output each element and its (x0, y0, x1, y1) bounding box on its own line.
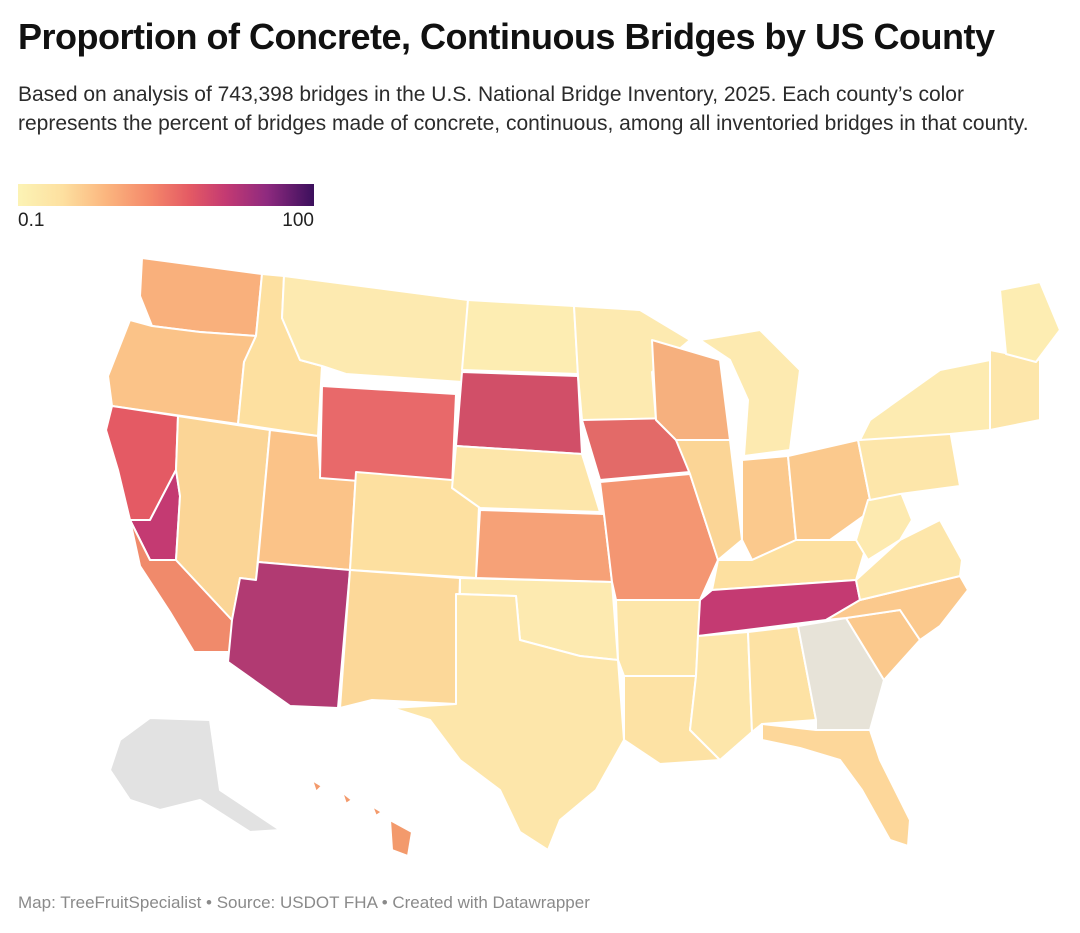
region-hawaii[interactable] (311, 779, 413, 857)
region-new-york[interactable] (859, 359, 991, 441)
chart-subtitle: Based on analysis of 743,398 bridges in … (18, 83, 1029, 135)
color-legend: 0.1 100 (18, 184, 314, 234)
chart-footer-credit: Map: TreeFruitSpecialist • Source: USDOT… (18, 893, 590, 912)
region-wyoming[interactable] (319, 385, 457, 489)
region-florida[interactable] (761, 723, 911, 847)
region-washington[interactable] (139, 257, 263, 337)
region-nebraska[interactable] (451, 445, 601, 513)
region-texas[interactable] (391, 593, 625, 851)
legend-min-label: 0.1 (18, 210, 45, 231)
legend-max-label: 100 (282, 210, 314, 231)
region-arkansas[interactable] (615, 599, 701, 677)
us-county-map[interactable] (0, 240, 1080, 880)
region-south-dakota[interactable] (455, 371, 583, 455)
region-new-mexico[interactable] (339, 569, 461, 709)
region-ohio[interactable] (787, 439, 873, 541)
region-kansas[interactable] (475, 509, 613, 583)
region-maine[interactable] (999, 281, 1061, 363)
region-alabama[interactable] (747, 625, 817, 733)
region-wisconsin[interactable] (651, 339, 731, 441)
region-north-dakota[interactable] (461, 299, 579, 375)
region-arizona[interactable] (227, 561, 351, 709)
region-michigan[interactable] (699, 329, 801, 457)
chart-title: Proportion of Concrete, Continuous Bridg… (18, 16, 995, 57)
legend-gradient-bar (18, 184, 314, 206)
region-alaska[interactable] (109, 717, 281, 833)
region-illinois[interactable] (675, 439, 743, 561)
region-pennsylvania[interactable] (857, 429, 961, 501)
